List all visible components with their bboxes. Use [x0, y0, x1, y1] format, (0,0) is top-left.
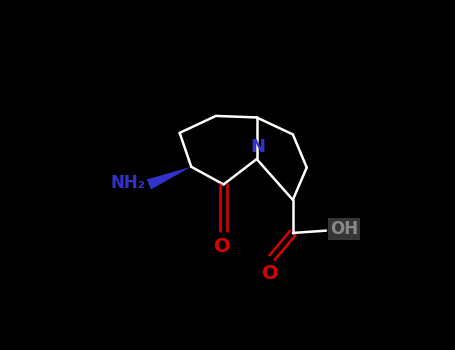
Text: OH: OH: [330, 220, 358, 238]
Text: O: O: [214, 237, 230, 256]
Text: N: N: [250, 138, 265, 156]
Text: O: O: [262, 264, 279, 283]
Text: NH₂: NH₂: [110, 174, 145, 192]
Polygon shape: [147, 167, 191, 189]
